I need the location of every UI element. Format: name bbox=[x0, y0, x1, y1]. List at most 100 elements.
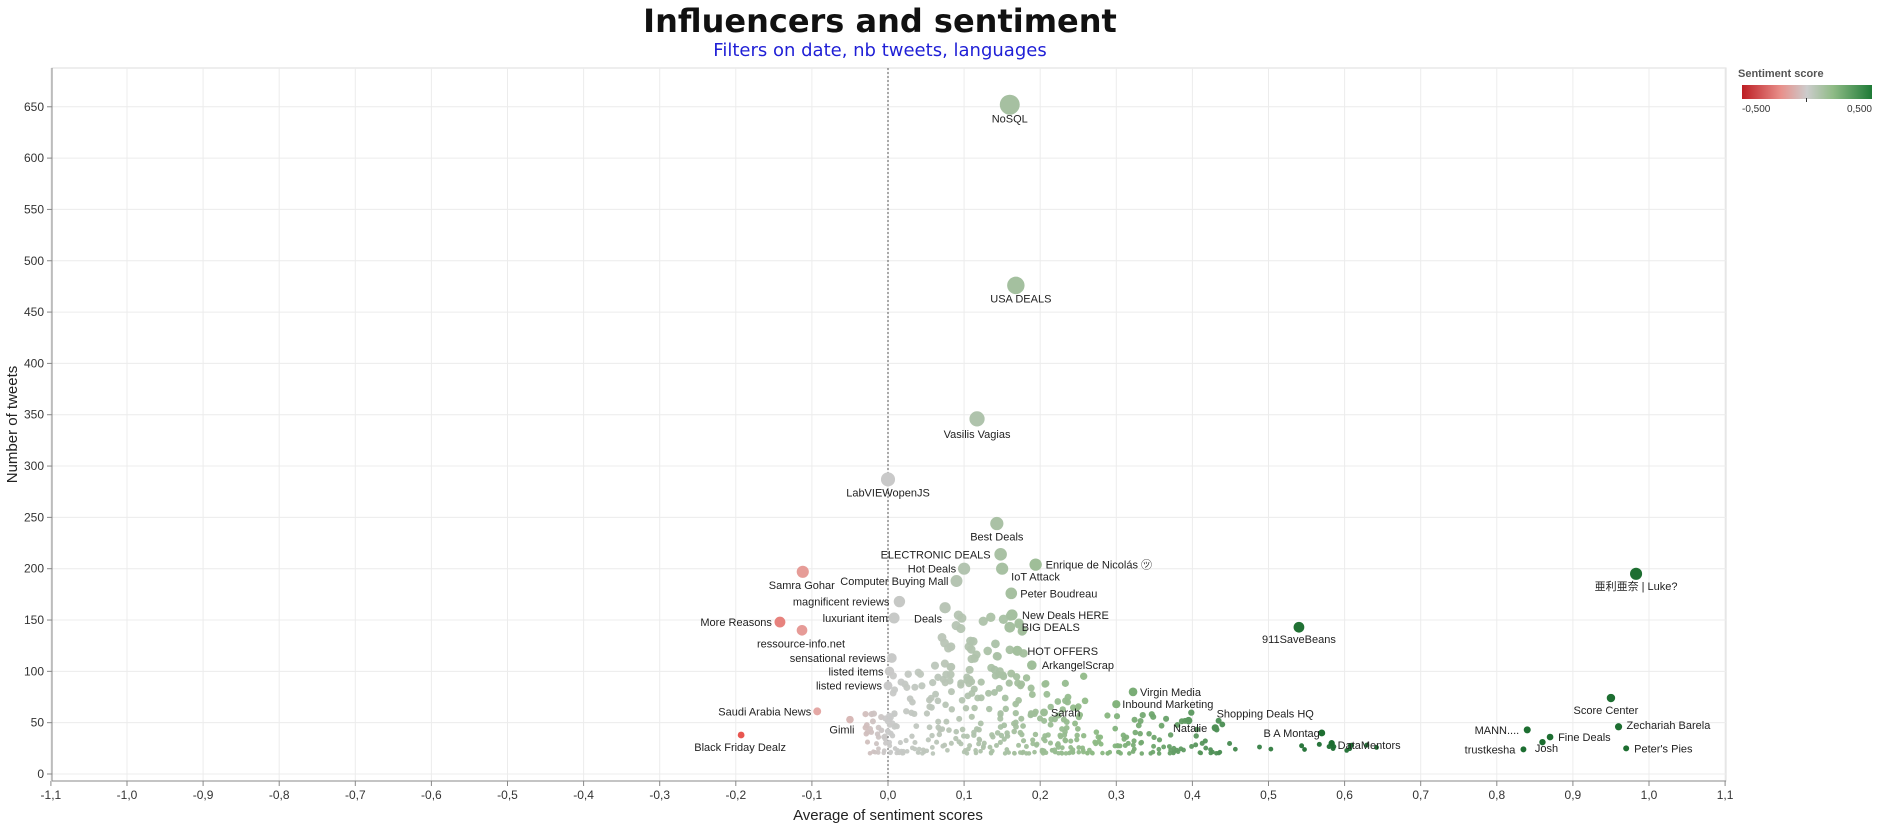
data-point bbox=[983, 646, 992, 656]
data-point bbox=[875, 734, 882, 740]
data-point[interactable] bbox=[1128, 687, 1138, 697]
data-point bbox=[873, 741, 880, 747]
data-point[interactable] bbox=[774, 616, 786, 628]
data-point bbox=[935, 718, 942, 725]
data-point bbox=[1002, 751, 1008, 756]
point-label: Josh bbox=[1535, 743, 1558, 755]
data-point bbox=[1137, 730, 1143, 737]
data-point[interactable] bbox=[1012, 645, 1023, 656]
y-tick-label: 500 bbox=[24, 254, 44, 268]
point-label: Shopping Deals HQ bbox=[1217, 709, 1315, 721]
y-tick-label: 550 bbox=[24, 202, 44, 216]
data-point bbox=[946, 663, 955, 672]
data-point[interactable] bbox=[846, 715, 854, 724]
data-point[interactable] bbox=[1630, 567, 1643, 580]
data-point bbox=[1174, 722, 1181, 728]
data-point bbox=[1011, 728, 1017, 735]
data-point bbox=[882, 733, 888, 739]
data-point[interactable] bbox=[950, 575, 963, 587]
data-point[interactable] bbox=[1004, 621, 1016, 633]
data-point bbox=[1042, 680, 1050, 688]
data-point[interactable] bbox=[957, 562, 971, 575]
data-point[interactable] bbox=[999, 94, 1020, 115]
data-point[interactable] bbox=[1005, 587, 1018, 600]
data-point[interactable] bbox=[1006, 609, 1018, 621]
data-point[interactable] bbox=[1029, 558, 1042, 571]
data-point[interactable] bbox=[1614, 723, 1623, 731]
point-label: Enrique de Nicolás ㋡ bbox=[1046, 559, 1152, 572]
data-point[interactable] bbox=[1539, 738, 1546, 746]
data-point bbox=[1017, 682, 1025, 690]
data-point bbox=[976, 741, 982, 747]
data-point[interactable] bbox=[1606, 693, 1616, 703]
data-point bbox=[967, 654, 976, 664]
data-point bbox=[1193, 726, 1200, 733]
data-point bbox=[929, 745, 935, 750]
data-point[interactable] bbox=[1623, 745, 1630, 752]
data-point bbox=[903, 737, 909, 744]
x-tick-label: 0,8 bbox=[1488, 788, 1505, 802]
data-point[interactable] bbox=[1546, 733, 1554, 741]
plot-area bbox=[51, 67, 1727, 782]
data-point[interactable] bbox=[893, 595, 906, 608]
point-label: HOT OFFERS bbox=[1027, 646, 1098, 658]
data-point[interactable] bbox=[888, 612, 900, 624]
data-point bbox=[1161, 744, 1167, 750]
data-point[interactable] bbox=[737, 731, 745, 739]
data-point bbox=[957, 681, 965, 689]
data-point[interactable] bbox=[969, 411, 985, 427]
data-point bbox=[953, 735, 959, 742]
data-point[interactable] bbox=[990, 516, 1004, 531]
data-point[interactable] bbox=[880, 472, 896, 487]
data-point[interactable] bbox=[1318, 729, 1326, 737]
data-point[interactable] bbox=[1027, 660, 1037, 670]
data-point[interactable] bbox=[1328, 740, 1335, 747]
data-point[interactable] bbox=[1040, 708, 1048, 717]
data-point bbox=[956, 715, 963, 722]
point-label: NoSQL bbox=[992, 114, 1028, 126]
data-point[interactable] bbox=[1293, 621, 1305, 633]
data-point[interactable] bbox=[883, 681, 893, 691]
data-point bbox=[940, 743, 946, 749]
data-point bbox=[957, 613, 967, 623]
data-point[interactable] bbox=[1211, 724, 1219, 732]
data-point[interactable] bbox=[1112, 700, 1121, 709]
data-point[interactable] bbox=[813, 707, 822, 716]
data-point bbox=[1020, 738, 1027, 744]
data-point[interactable] bbox=[1520, 746, 1527, 753]
data-point bbox=[986, 612, 996, 622]
point-label: Samra Gohar bbox=[769, 580, 835, 592]
data-point bbox=[862, 724, 869, 731]
x-tick-label: 0,3 bbox=[1108, 788, 1125, 802]
point-label: magnificent reviews bbox=[793, 597, 890, 609]
data-point bbox=[1081, 697, 1089, 705]
data-point bbox=[991, 688, 998, 696]
legend-max-label: 0,500 bbox=[1846, 104, 1872, 115]
data-point bbox=[1167, 732, 1174, 738]
data-point bbox=[920, 751, 925, 756]
data-point bbox=[953, 728, 960, 735]
data-point bbox=[1208, 750, 1213, 756]
data-point bbox=[986, 705, 993, 713]
data-point[interactable] bbox=[1523, 726, 1531, 734]
data-point bbox=[1131, 716, 1138, 723]
data-point[interactable] bbox=[796, 624, 808, 636]
data-point bbox=[862, 710, 869, 718]
data-point[interactable] bbox=[994, 548, 1007, 561]
point-label: Vasilis Vagias bbox=[944, 429, 1011, 441]
data-point[interactable] bbox=[1007, 276, 1025, 295]
data-point bbox=[976, 726, 982, 733]
x-tick-label: 0,0 bbox=[880, 788, 897, 802]
point-label: New Deals HERE bbox=[1022, 610, 1109, 622]
data-point[interactable] bbox=[886, 653, 897, 663]
data-point[interactable] bbox=[884, 666, 895, 677]
data-point bbox=[891, 686, 899, 694]
data-point bbox=[1127, 751, 1132, 756]
point-label: More Reasons bbox=[700, 617, 772, 629]
data-point[interactable] bbox=[996, 562, 1009, 575]
data-point[interactable] bbox=[1184, 716, 1193, 725]
data-point[interactable] bbox=[939, 602, 951, 614]
y-tick-label: 300 bbox=[24, 459, 44, 473]
data-point[interactable] bbox=[796, 565, 809, 578]
data-point bbox=[990, 748, 995, 754]
